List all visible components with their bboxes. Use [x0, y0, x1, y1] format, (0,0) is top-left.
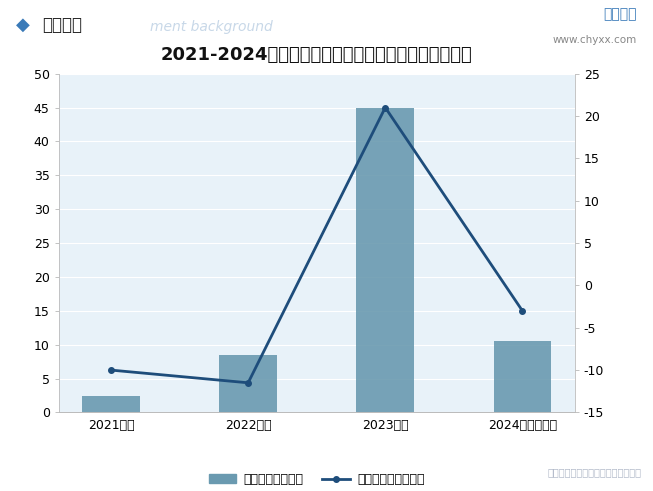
Text: 智研咨询: 智研咨询: [603, 7, 637, 22]
Text: ment background: ment background: [150, 20, 273, 34]
Bar: [219, 355, 277, 412]
Title: 2021-2024财年上半年康方生物营业收入及归母净利润: 2021-2024财年上半年康方生物营业收入及归母净利润: [161, 46, 473, 64]
Text: 竞争格局: 竞争格局: [42, 16, 82, 34]
Text: 资料来源：企业年报、智研咨询整理: 资料来源：企业年报、智研咨询整理: [547, 467, 641, 478]
Legend: 营业收入（亿元）, 归母净利润（亿元）: 营业收入（亿元）, 归母净利润（亿元）: [204, 468, 430, 491]
Text: www.chyxx.com: www.chyxx.com: [552, 35, 637, 45]
Bar: [82, 396, 140, 412]
Text: ◆: ◆: [16, 16, 30, 34]
Bar: [494, 341, 551, 412]
Bar: [357, 108, 414, 412]
Text: 精品报告·专项定制·品质服务: 精品报告·专项定制·品质服务: [12, 467, 93, 478]
